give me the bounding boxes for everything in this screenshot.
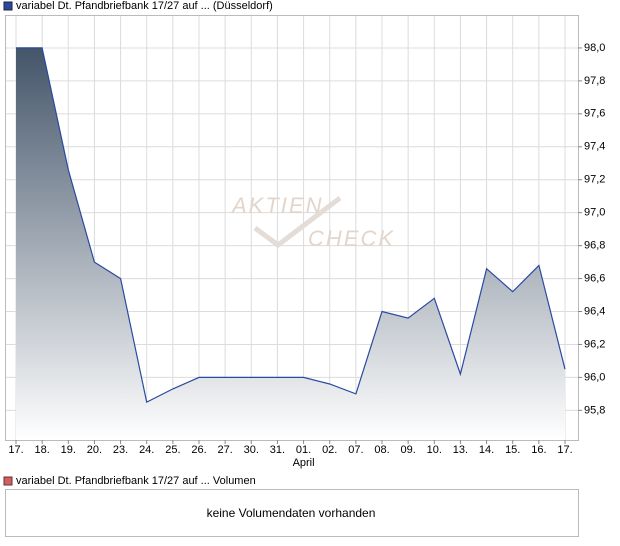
x-tick-label: 09. (400, 444, 415, 456)
y-tick-label: 97,2 (584, 174, 605, 186)
y-tick-label: 97,4 (584, 141, 605, 153)
x-tick-label: 02. (322, 444, 337, 456)
y-tick-label: 97,0 (584, 207, 605, 219)
x-tick-label: 24. (139, 444, 154, 456)
x-tick-label: 13. (453, 444, 468, 456)
x-tick-label: 10. (427, 444, 442, 456)
area (16, 47, 565, 441)
watermark: CHECK (308, 226, 395, 251)
x-tick-label: 23. (113, 444, 128, 456)
y-tick-label: 96,6 (584, 272, 605, 284)
y-tick-label: 96,4 (584, 305, 605, 317)
x-tick-label: 08. (374, 444, 389, 456)
y-tick-label: 96,2 (584, 338, 605, 350)
x-tick-label: 15. (505, 444, 520, 456)
x-tick-label: 14. (479, 444, 494, 456)
x-tick-label: 25. (165, 444, 180, 456)
watermark: AKTIEN (230, 193, 323, 218)
x-tick-label: 18. (34, 444, 49, 456)
watermark-check (253, 196, 342, 249)
x-tick-label: 30. (244, 444, 259, 456)
y-tick-label: 95,8 (584, 404, 605, 416)
y-tick-label: 97,8 (584, 75, 605, 87)
x-tick-label: 07. (348, 444, 363, 456)
x-tick-label: 19. (61, 444, 76, 456)
legend-swatch (3, 1, 13, 11)
legend-label: variabel Dt. Pfandbriefbank 17/27 auf ..… (16, 475, 256, 487)
legend-swatch (3, 476, 13, 486)
x-tick-label: 17. (8, 444, 23, 456)
x-tick-label: 31. (270, 444, 285, 456)
legend-label: variabel Dt. Pfandbriefbank 17/27 auf ..… (16, 0, 273, 12)
x-tick-label: 27. (217, 444, 232, 456)
y-tick-label: 97,6 (584, 108, 605, 120)
y-tick-label: 98,0 (584, 42, 605, 54)
x-tick-label: 26. (191, 444, 206, 456)
x-tick-label: 01. (296, 444, 311, 456)
volume-box (5, 489, 579, 537)
x-tick-label: 17. (557, 444, 572, 456)
x-tick-label: 16. (531, 444, 546, 456)
y-tick-label: 96,0 (584, 371, 605, 383)
x-group-label: April (293, 457, 315, 469)
y-tick-label: 96,8 (584, 240, 605, 252)
x-tick-label: 20. (87, 444, 102, 456)
line (16, 47, 566, 403)
volume-message: keine Volumendaten vorhanden (207, 506, 376, 520)
